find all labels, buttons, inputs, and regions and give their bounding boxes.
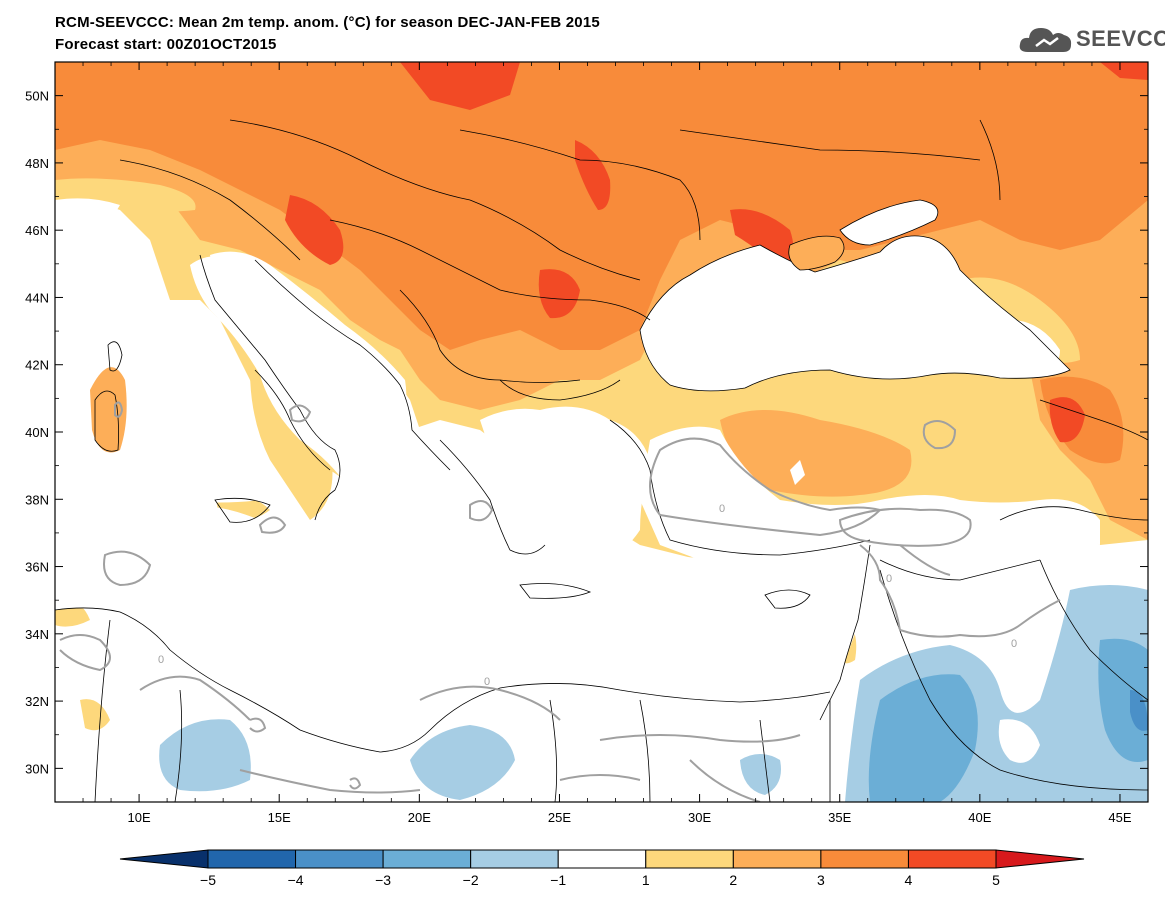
anomaly-shade (640, 426, 1100, 565)
colorbar-label: −2 (463, 872, 479, 888)
colorbar-segment (820, 849, 909, 869)
longitude-ticks: 10E 15E 20E 25E 30E 35E 40E 45E (82, 62, 1132, 825)
contour-label: 0 (484, 676, 490, 688)
lon-tick-label: 35E (828, 810, 851, 825)
anomaly-shade (159, 719, 251, 792)
anomaly-shade (740, 754, 781, 795)
colorbar: −5 −4 −3 −2 −1 1 2 3 4 5 (119, 849, 1085, 888)
colorbar-label: 2 (729, 872, 737, 888)
colorbar-segment (470, 849, 559, 869)
zero-contour-labels: 0 0 0 0 0 (158, 503, 1017, 688)
colorbar-segment (557, 849, 647, 869)
lat-tick-label: 44N (25, 290, 49, 305)
anomaly-shade (790, 460, 805, 485)
anomaly-shade (250, 366, 333, 520)
zero-contours (59, 401, 1061, 802)
colorbar-label: −3 (375, 872, 391, 888)
lon-tick-label: 40E (968, 810, 991, 825)
contour-label: 0 (1011, 638, 1017, 650)
anomaly-shade (400, 62, 520, 110)
anomaly-shade (55, 198, 120, 240)
seevccc-logo: SEEVCCC (1018, 22, 1165, 56)
colorbar-segment (645, 849, 734, 869)
colorbar-segment (119, 849, 209, 869)
anomaly-shade (998, 719, 1040, 763)
borders (55, 119, 1148, 802)
adriatic-sea (210, 251, 407, 420)
lat-tick-label: 36N (25, 560, 49, 575)
contour-label: 0 (886, 573, 892, 585)
cloud-icon (1019, 28, 1072, 52)
black-sea (639, 235, 1071, 392)
colorbar-segment (907, 849, 997, 869)
anomaly-shade (868, 674, 978, 802)
mediterranean-sea (55, 256, 867, 751)
contour-label: 0 (719, 503, 725, 515)
crimea (788, 235, 845, 271)
colorbar-segment (207, 849, 297, 869)
lon-tick-label: 10E (128, 810, 151, 825)
colorbar-label: −5 (200, 872, 216, 888)
logo-text: SEEVCCC (1076, 26, 1165, 51)
colorbar-label: −4 (288, 872, 304, 888)
lat-tick-label: 40N (25, 425, 49, 440)
lon-tick-label: 45E (1108, 810, 1131, 825)
anomaly-shade (410, 725, 515, 800)
anomaly-shade (575, 140, 611, 210)
lon-tick-label: 30E (688, 810, 711, 825)
seas (55, 199, 1071, 751)
colorbar-label: −1 (550, 872, 566, 888)
map-title: RCM-SEEVCCC: Mean 2m temp. anom. (°C) fo… (55, 14, 600, 31)
lat-tick-label: 42N (25, 358, 49, 373)
colorbar-segment (295, 849, 384, 869)
colorbar-label: 1 (642, 872, 650, 888)
contour-label: 0 (158, 654, 164, 666)
colorbar-label: 5 (992, 872, 1000, 888)
anomaly-shade (1049, 397, 1085, 443)
anomaly-shade (285, 195, 344, 265)
colorbar-segment (382, 849, 472, 869)
lon-tick-label: 25E (548, 810, 571, 825)
aegean-sea (480, 406, 650, 572)
anomaly-shade (80, 699, 110, 731)
anomaly-shade (1130, 690, 1148, 731)
anomaly-shade (720, 410, 912, 497)
colorbar-label: 3 (817, 872, 825, 888)
anomaly-shade (90, 367, 127, 453)
lat-tick-label: 38N (25, 492, 49, 507)
lat-tick-label: 34N (25, 627, 49, 642)
forecast-start-label: Forecast start: 00Z01OCT2015 (55, 36, 277, 53)
lat-tick-label: 32N (25, 694, 49, 709)
anomaly-shade (1100, 62, 1148, 80)
colorbar-label: 4 (905, 872, 913, 888)
colorbar-segment (732, 849, 822, 869)
latitude-ticks: 50N 48N 46N 44N 42N 40N 38N 36N 34N 32N 30N (25, 61, 1148, 803)
anomaly-negative (159, 585, 1148, 802)
anomaly-shade (538, 269, 580, 319)
lat-tick-label: 46N (25, 223, 49, 238)
lat-tick-label: 30N (25, 761, 49, 776)
sea-of-azov (839, 199, 939, 246)
tyrrhenian-sea (130, 380, 264, 503)
lat-tick-label: 48N (25, 156, 49, 171)
lon-tick-label: 20E (408, 810, 431, 825)
colorbar-segment (995, 849, 1085, 869)
lon-tick-label: 15E (268, 810, 291, 825)
lat-tick-label: 50N (25, 89, 49, 104)
